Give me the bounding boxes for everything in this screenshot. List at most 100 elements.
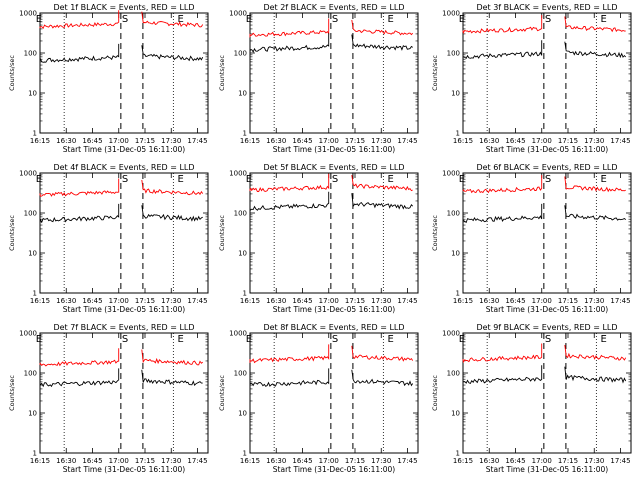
marker-label: E: [388, 174, 394, 185]
x-axis-label: Start Time (31-Dec-05 16:11:00): [273, 465, 395, 474]
panel-4: Det 4f BLACK = Events, RED = LLD 1 10 100 10…: [8, 163, 209, 314]
events-series-line: [141, 45, 204, 62]
panel-2: Det 2f BLACK = Events, RED = LLD 1 10 100 10…: [218, 3, 419, 154]
x-tick-label: 17:15: [558, 137, 578, 145]
marker-label: E: [246, 174, 252, 185]
x-tick-label: 17:45: [610, 137, 630, 145]
marker-label: E: [246, 334, 252, 345]
plot-frame: [249, 332, 419, 454]
y-tick-label: 1000: [229, 330, 247, 338]
y-axis-label: Counts/sec: [218, 375, 226, 411]
y-tick-label: 1: [243, 450, 247, 458]
events-series-line: [564, 366, 627, 384]
x-tick-label: 16:30: [266, 457, 286, 465]
x-tick-label: 17:45: [187, 457, 207, 465]
lld-series-line: [141, 349, 203, 366]
x-tick-label: 16:15: [453, 457, 473, 465]
y-tick-label: 10: [28, 90, 37, 98]
marker-label: E: [601, 334, 607, 345]
y-tick-label: 100: [447, 210, 460, 218]
plot-frame: [249, 172, 419, 294]
y-axis-label: Counts/sec: [431, 375, 439, 411]
x-tick-label: 16:45: [292, 137, 312, 145]
x-axis-label: Start Time (31-Dec-05 16:11:00): [63, 465, 185, 474]
x-tick-label: 16:45: [505, 297, 525, 305]
lld-series-line: [249, 173, 330, 193]
y-tick-label: 10: [28, 410, 37, 418]
marker-label: S: [545, 334, 551, 345]
panel-title: Det 8f BLACK = Events, RED = LLD: [263, 323, 404, 332]
y-tick-label: 100: [447, 50, 460, 58]
events-series-line: [249, 33, 330, 78]
marker-label: S: [332, 14, 338, 25]
plot-frame: [249, 12, 419, 134]
panel-3: Det 3f BLACK = Events, RED = LLD 1 10 100 10…: [431, 3, 632, 154]
y-axis-label: Counts/sec: [431, 55, 439, 91]
plot-frame: [39, 172, 209, 294]
x-tick-label: 17:30: [371, 297, 391, 305]
panel-5: Det 5f BLACK = Events, RED = LLD 1 10 100 10…: [218, 163, 419, 314]
marker-label: E: [36, 14, 42, 25]
y-tick-label: 1000: [229, 170, 247, 178]
y-tick-label: 100: [24, 370, 37, 378]
x-tick-label: 16:45: [82, 137, 102, 145]
x-tick-label: 17:45: [397, 297, 417, 305]
x-tick-label: 17:00: [532, 457, 552, 465]
y-tick-label: 10: [238, 90, 247, 98]
marker-label: S: [122, 14, 128, 25]
x-tick-label: 16:30: [56, 297, 76, 305]
x-tick-label: 17:15: [135, 457, 155, 465]
x-tick-label: 17:00: [319, 457, 339, 465]
x-axis-label: Start Time (31-Dec-05 16:11:00): [273, 145, 395, 154]
x-tick-label: 17:00: [319, 137, 339, 145]
y-tick-label: 100: [234, 210, 247, 218]
x-axis-label: Start Time (31-Dec-05 16:11:00): [273, 305, 395, 314]
panel-6: Det 6f BLACK = Events, RED = LLD 1 10 100 10…: [431, 163, 632, 314]
events-series-line: [351, 369, 414, 387]
x-tick-label: 16:45: [292, 457, 312, 465]
x-tick-label: 16:15: [30, 457, 50, 465]
x-tick-label: 16:15: [453, 297, 473, 305]
x-tick-label: 17:45: [397, 137, 417, 145]
lld-series-line: [351, 345, 414, 362]
events-series-line: [564, 41, 627, 59]
x-tick-label: 17:15: [135, 297, 155, 305]
panel-title: Det 9f BLACK = Events, RED = LLD: [476, 323, 617, 332]
panel-title: Det 6f BLACK = Events, RED = LLD: [476, 163, 617, 172]
y-tick-label: 10: [238, 250, 247, 258]
x-tick-label: 17:30: [371, 457, 391, 465]
plot-frame: [462, 172, 632, 294]
panel-8: Det 8f BLACK = Events, RED = LLD 1 10 100 10…: [218, 323, 419, 474]
x-tick-label: 17:00: [532, 137, 552, 145]
x-tick-label: 16:15: [240, 137, 260, 145]
events-series-line: [564, 205, 626, 221]
lld-series-line: [564, 344, 627, 361]
x-tick-label: 16:45: [82, 457, 102, 465]
y-tick-label: 10: [451, 250, 460, 258]
y-tick-label: 10: [238, 410, 247, 418]
events-series-line: [141, 369, 203, 387]
marker-label: E: [459, 334, 465, 345]
y-tick-label: 100: [24, 50, 37, 58]
marker-label: S: [122, 174, 128, 185]
x-tick-label: 17:15: [345, 137, 365, 145]
x-axis-label: Start Time (31-Dec-05 16:11:00): [63, 145, 185, 154]
lld-series-line: [141, 179, 204, 196]
x-tick-label: 17:00: [532, 297, 552, 305]
x-tick-label: 17:45: [187, 137, 207, 145]
events-series-line: [39, 203, 120, 249]
events-series-line: [351, 34, 413, 51]
x-tick-label: 17:45: [610, 297, 630, 305]
lld-series-line: [39, 10, 120, 30]
x-tick-label: 17:30: [584, 457, 604, 465]
x-tick-label: 16:15: [453, 137, 473, 145]
x-tick-label: 16:45: [505, 137, 525, 145]
marker-label: E: [601, 174, 607, 185]
y-tick-label: 1000: [19, 330, 37, 338]
marker-label: E: [178, 334, 184, 345]
events-series-line: [39, 368, 120, 413]
x-axis-label: Start Time (31-Dec-05 16:11:00): [486, 305, 608, 314]
lld-series-line: [462, 175, 543, 194]
y-tick-label: 1000: [442, 330, 460, 338]
